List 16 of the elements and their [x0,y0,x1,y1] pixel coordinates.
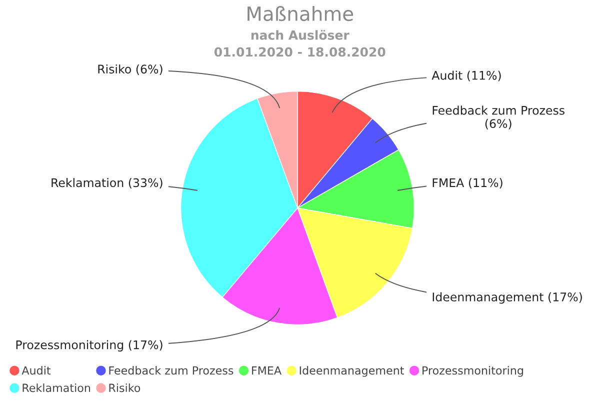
legend-label: Audit [22,366,51,375]
legend-label: Feedback zum Prozess [109,366,234,375]
data-label: Risiko (6%) [98,64,162,75]
chart-title: Maßnahme [248,6,354,22]
legend-label: Prozessmonitoring [422,366,523,377]
data-label: FMEA (11%) [432,178,502,189]
legend-label: Ideenmanagement [300,366,404,377]
legend-label: Risiko [109,383,140,392]
data-label: Reklamation (33%) [52,178,162,189]
chart-subtitle: nach Auslöser 01.01.2020 - 18.08.2020 [214,30,386,57]
legend-label: FMEA [252,366,282,374]
data-label: Feedback zum Prozess (6%) [432,106,564,130]
legend-label: Reklamation [22,383,90,392]
data-label: Prozessmonitoring (17%) [16,340,162,352]
data-label: Audit (11%) [432,70,501,82]
data-label: Ideenmanagement (17%) [432,292,582,304]
